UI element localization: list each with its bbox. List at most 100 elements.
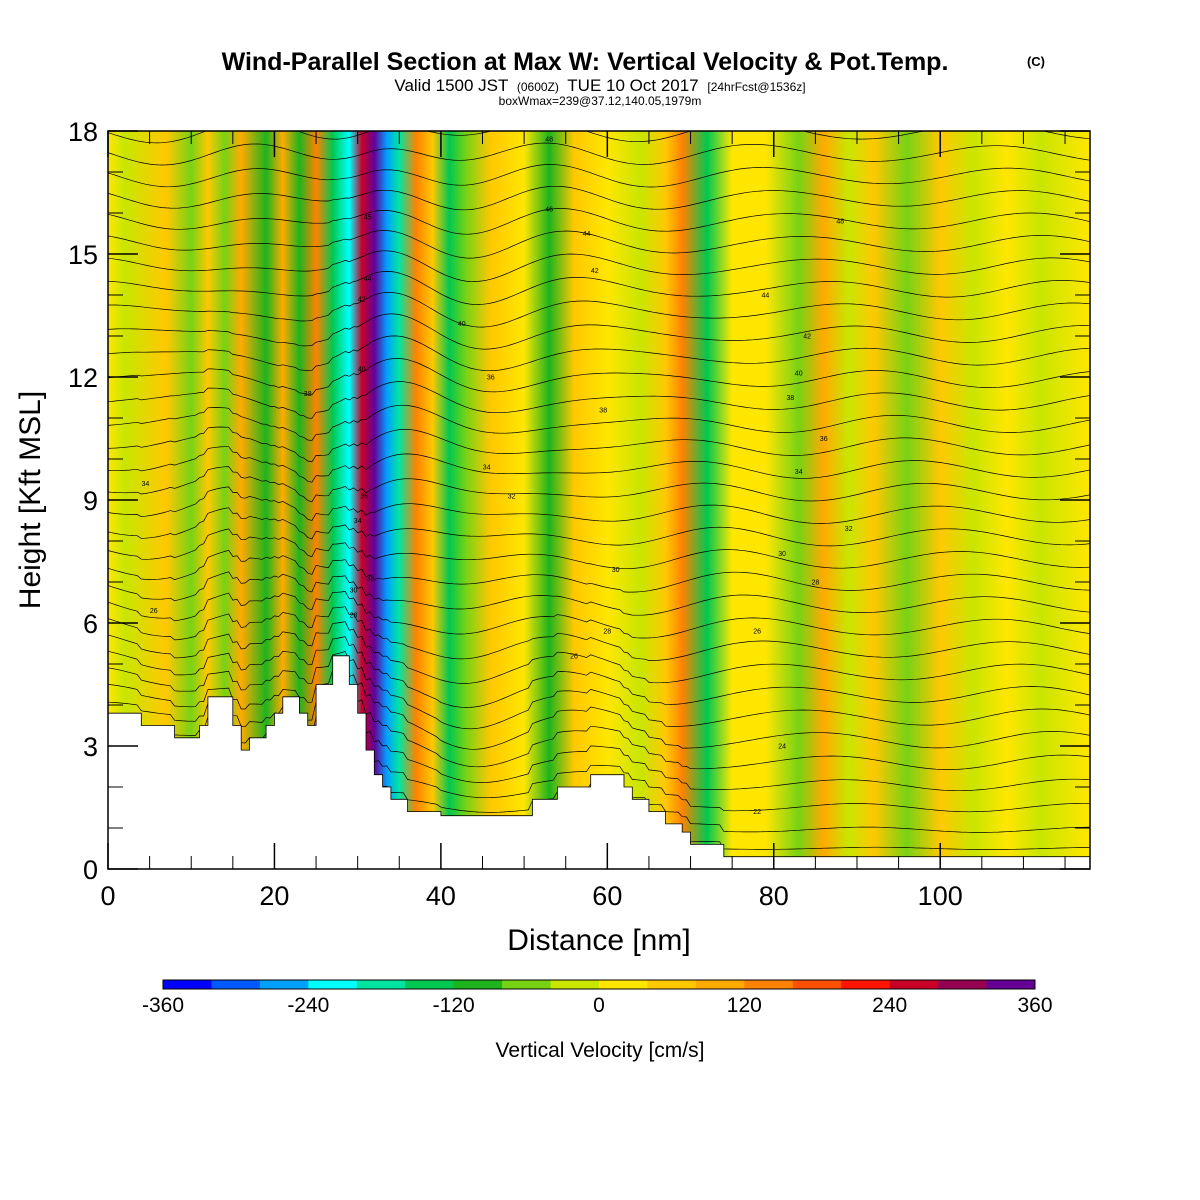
- colorbar-swatch: [792, 980, 842, 989]
- x-tick-label: 20: [259, 881, 289, 911]
- theta-contour-label: 42: [358, 297, 366, 304]
- theta-contour-label: 48: [545, 137, 553, 144]
- theta-contour-line: [108, 313, 1090, 350]
- colorbar-swatch: [841, 980, 891, 989]
- theta-contour-line: [108, 230, 1090, 259]
- colorbar-swatch: [550, 980, 600, 989]
- theta-contour-label: 46: [545, 206, 553, 213]
- theta-contour-label: 38: [304, 391, 312, 398]
- y-tick-label: 0: [83, 855, 98, 885]
- colorbar-tick-label: -240: [287, 994, 329, 1017]
- colorbar: [162, 979, 1036, 990]
- theta-contour-label: 30: [612, 567, 620, 574]
- y-tick-label: 15: [68, 240, 98, 270]
- theta-contour-line: [108, 621, 1090, 684]
- colorbar-tick-label: 360: [1017, 994, 1052, 1017]
- theta-contour-label: 32: [508, 493, 516, 500]
- theta-contour-label: 34: [354, 518, 362, 525]
- colorbar-swatch: [453, 980, 503, 989]
- x-tick-label: 40: [426, 881, 456, 911]
- theta-contour-label: 26: [753, 629, 761, 636]
- theta-contour-labels: 34 26 38 42 44 45 40 36 34 32 30 28 40 36 34 32 46 48 44 42…: [142, 137, 853, 816]
- theta-contour-label: 34: [142, 481, 150, 488]
- theta-contour-label: 28: [350, 612, 358, 619]
- theta-contour-line: [108, 636, 1090, 708]
- theta-contour-label: 40: [458, 321, 466, 328]
- theta-contour-label: 26: [150, 608, 158, 615]
- y-tick-label: 6: [83, 609, 98, 639]
- subtitle-date: TUE 10 Oct 2017: [567, 76, 698, 95]
- subtitle-box-wmax: boxWmax=239@37.12,140.05,1979m: [499, 94, 702, 108]
- theta-contour-label: 40: [358, 366, 366, 373]
- theta-contour-label: 28: [603, 629, 611, 636]
- theta-contour-label: 22: [753, 809, 761, 816]
- theta-contour-label: 44: [583, 231, 591, 238]
- theta-contour-label: 32: [366, 575, 374, 582]
- theta-contour-line: [108, 528, 1090, 570]
- colorbar-tick-labels: -360 -240 -120 0 120 240 360: [142, 994, 1053, 1017]
- theta-contour-label: 34: [795, 469, 803, 476]
- theta-contour-line: [108, 681, 1090, 770]
- theta-contour-label: 36: [487, 375, 495, 382]
- x-tick-label: 100: [918, 881, 963, 911]
- colorbar-swatch: [938, 980, 988, 989]
- theta-contour-line: [108, 185, 1090, 211]
- plot-area: 34 26 38 42 44 45 40 36 34 32 30 28 40 36 34 32 46 48 44 42…: [108, 131, 1090, 869]
- colorbar-swatch: [744, 980, 794, 989]
- theta-contour-label: 38: [787, 395, 795, 402]
- colorbar-swatch: [502, 980, 552, 989]
- theta-contour-label: 44: [364, 276, 372, 283]
- terrain-mask: [108, 655, 1090, 869]
- x-tick-label: 60: [592, 881, 622, 911]
- x-axis-label: Distance [nm]: [507, 924, 690, 957]
- theta-contour-line: [108, 250, 1090, 282]
- svg-text:Valid 1500 JST (0600Z): Valid 1500 JST (0600Z) TUE 10 Oct 2017 […: [394, 76, 805, 95]
- colorbar-swatch: [308, 980, 358, 989]
- colorbar-tick-label: 0: [593, 994, 605, 1017]
- theta-contour-line: [108, 292, 1090, 328]
- colorbar-swatch: [647, 980, 697, 989]
- colorbar-swatch: [889, 980, 939, 989]
- colorbar-tick-label: -360: [142, 994, 184, 1017]
- y-tick-label: 18: [68, 117, 98, 147]
- x-axis: 0 20 40 60 80 100: [100, 131, 1066, 911]
- theta-contour-line: [108, 466, 1090, 503]
- x-tick-label: 80: [759, 881, 789, 911]
- theta-contour-line: [108, 131, 1090, 144]
- theta-contour-line: [108, 404, 1090, 441]
- theta-contour-label: 42: [803, 334, 811, 341]
- theta-contour-line: [108, 651, 1090, 730]
- y-tick-label: 12: [68, 363, 98, 393]
- colorbar-tick-label: 240: [872, 994, 907, 1017]
- colorbar-swatch: [211, 980, 261, 989]
- colorbar-swatch: [356, 980, 406, 989]
- colorbar-swatch: [986, 980, 1036, 989]
- colorbar-swatch: [163, 980, 212, 989]
- theta-contour-line: [108, 507, 1090, 547]
- theta-contour-line: [108, 358, 1090, 396]
- subtitle-forecast: [24hrFcst@1536z]: [707, 80, 805, 94]
- theta-contour-line: [108, 208, 1090, 235]
- theta-contour-label: 30: [350, 588, 358, 595]
- theta-contour-line: [108, 571, 1090, 616]
- theta-contour-label: 36: [820, 436, 828, 443]
- theta-contour-label: 24: [778, 744, 786, 751]
- theta-contour-label: 42: [591, 268, 599, 275]
- theta-contour-label: 36: [360, 493, 368, 500]
- theta-contour-line: [108, 549, 1090, 593]
- colorbar-label: Vertical Velocity [cm/s]: [496, 1039, 705, 1062]
- x-tick-label: 0: [100, 881, 115, 911]
- theta-contour-label: 48: [836, 219, 844, 226]
- theta-contour-label: 38: [599, 407, 607, 414]
- y-tick-label: 3: [83, 732, 98, 762]
- theta-contour-label: 28: [812, 580, 820, 587]
- chart-title-mark: (C): [1027, 54, 1045, 69]
- theta-contour-line: [108, 426, 1090, 463]
- colorbar-swatch: [405, 980, 455, 989]
- theta-contour-line: [108, 271, 1090, 305]
- colorbar-tick-label: 120: [727, 994, 762, 1017]
- colorbar-swatch: [695, 980, 745, 989]
- y-axis-label: Height [Kft MSL]: [14, 391, 47, 609]
- theta-contour-label: 26: [570, 653, 578, 660]
